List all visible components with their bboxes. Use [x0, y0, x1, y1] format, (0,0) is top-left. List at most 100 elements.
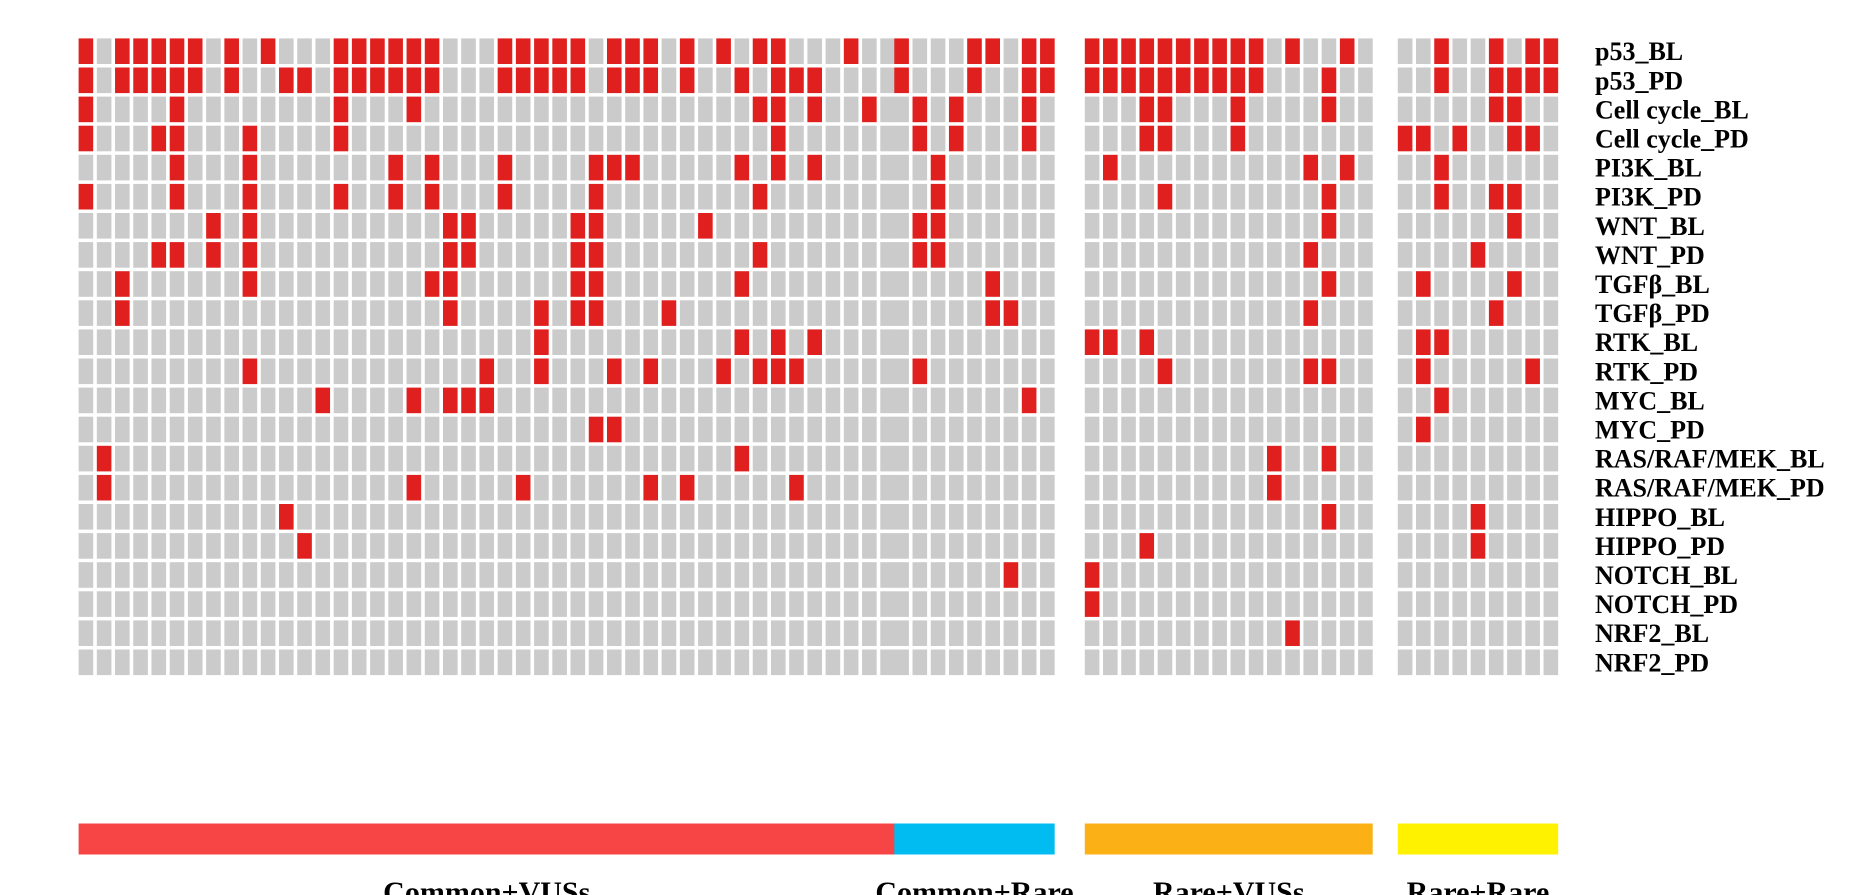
unaltered-cell [333, 416, 349, 443]
unaltered-cell [880, 154, 895, 181]
unaltered-cell [78, 416, 94, 443]
unaltered-cell [967, 649, 982, 676]
altered-cell [388, 38, 403, 64]
unaltered-cell [242, 387, 258, 414]
unaltered-cell [388, 300, 403, 326]
unaltered-cell [1021, 213, 1037, 239]
unaltered-cell [443, 67, 458, 94]
unaltered-cell [1416, 213, 1431, 239]
unaltered-cell [151, 329, 167, 355]
unaltered-cell [370, 387, 385, 414]
unaltered-cell [894, 300, 909, 326]
unaltered-cell [912, 271, 928, 297]
unaltered-cell [1303, 649, 1319, 676]
unaltered-cell [351, 300, 367, 326]
unaltered-cell [133, 533, 148, 559]
altered-cell [570, 242, 586, 268]
altered-cell [333, 183, 349, 210]
unaltered-cell [315, 562, 331, 588]
unaltered-cell [279, 620, 294, 646]
unaltered-cell [1230, 445, 1246, 472]
altered-cell [1507, 213, 1522, 239]
unaltered-cell [1525, 533, 1540, 559]
unaltered-cell [843, 154, 859, 181]
unaltered-cell [151, 358, 167, 385]
unaltered-cell [1248, 125, 1264, 152]
unaltered-cell [497, 533, 513, 559]
unaltered-cell [351, 474, 367, 501]
unaltered-cell [96, 213, 112, 239]
unaltered-cell [734, 300, 750, 326]
altered-cell [1321, 271, 1337, 297]
altered-cell [807, 96, 822, 123]
unaltered-cell [370, 416, 385, 443]
unaltered-cell [643, 183, 659, 210]
unaltered-cell [1003, 591, 1019, 617]
unaltered-cell [151, 183, 167, 210]
unaltered-cell [843, 562, 859, 588]
unaltered-cell [807, 533, 822, 559]
unaltered-cell [133, 620, 148, 646]
unaltered-cell [424, 474, 440, 501]
altered-cell [752, 38, 768, 64]
unaltered-cell [698, 620, 713, 646]
unaltered-cell [443, 96, 458, 123]
altered-cell [406, 67, 422, 94]
unaltered-cell [133, 416, 148, 443]
unaltered-cell [825, 533, 841, 559]
unaltered-cell [789, 96, 804, 123]
unaltered-cell [1267, 38, 1282, 64]
altered-cell [443, 271, 458, 297]
unaltered-cell [894, 474, 909, 501]
unaltered-cell [698, 300, 713, 326]
unaltered-cell [588, 445, 604, 472]
altered-cell [497, 154, 513, 181]
unaltered-cell [1397, 445, 1413, 472]
unaltered-cell [297, 474, 312, 501]
unaltered-cell [1358, 474, 1373, 501]
unaltered-cell [1397, 649, 1413, 676]
unaltered-cell [770, 271, 786, 297]
unaltered-cell [661, 649, 677, 676]
unaltered-cell [388, 387, 403, 414]
altered-cell [388, 154, 403, 181]
unaltered-cell [169, 271, 185, 297]
unaltered-cell [752, 591, 768, 617]
unaltered-cell [1267, 154, 1282, 181]
altered-cell [497, 183, 513, 210]
unaltered-cell [406, 300, 422, 326]
unaltered-cell [406, 416, 422, 443]
unaltered-cell [1121, 445, 1136, 472]
unaltered-cell [443, 329, 458, 355]
unaltered-cell [406, 271, 422, 297]
unaltered-cell [333, 242, 349, 268]
unaltered-cell [930, 562, 946, 588]
unaltered-cell [679, 329, 695, 355]
unaltered-cell [1121, 271, 1136, 297]
unaltered-cell [588, 504, 604, 530]
unaltered-cell [279, 474, 294, 501]
unaltered-cell [807, 125, 822, 152]
unaltered-cell [985, 96, 1000, 123]
unaltered-cell [948, 620, 964, 646]
unaltered-cell [679, 242, 695, 268]
unaltered-cell [424, 125, 440, 152]
unaltered-cell [224, 416, 239, 443]
unaltered-cell [479, 533, 495, 559]
unaltered-cell [333, 533, 349, 559]
unaltered-cell [1434, 620, 1449, 646]
unaltered-cell [1285, 649, 1300, 676]
unaltered-cell [224, 183, 239, 210]
unaltered-cell [716, 154, 731, 181]
unaltered-cell [1507, 445, 1522, 472]
row-label: MYC_BL [1595, 386, 1705, 415]
unaltered-cell [1175, 533, 1191, 559]
unaltered-cell [606, 533, 622, 559]
unaltered-cell [115, 416, 130, 443]
altered-cell [606, 67, 622, 94]
unaltered-cell [260, 213, 276, 239]
unaltered-cell [1175, 358, 1191, 385]
unaltered-cell [1212, 649, 1227, 676]
unaltered-cell [825, 242, 841, 268]
altered-cell [1267, 474, 1282, 501]
